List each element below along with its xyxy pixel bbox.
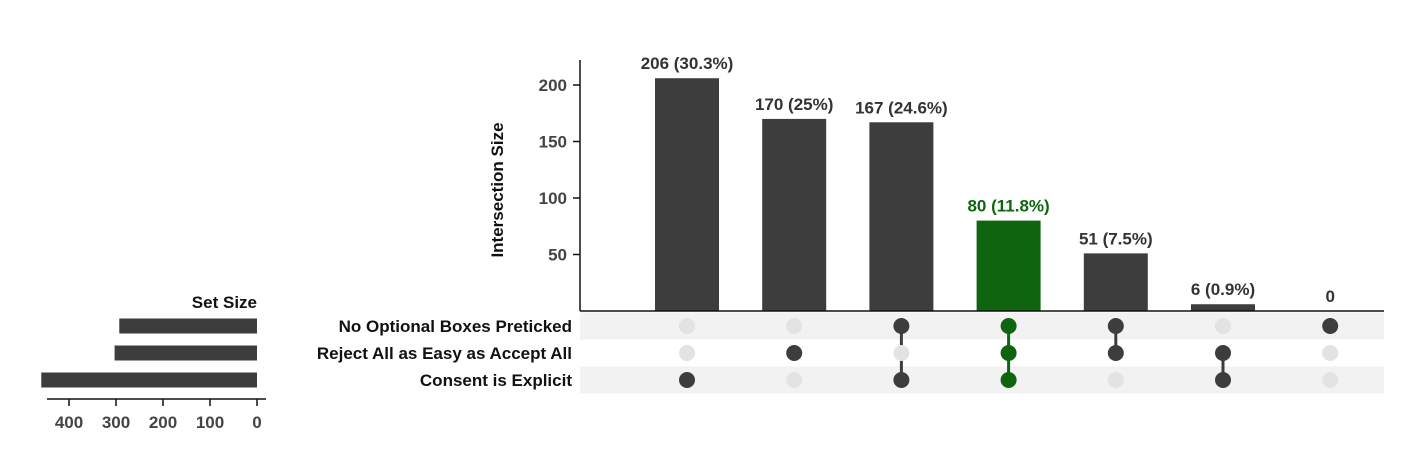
matrix-dot-active — [1107, 318, 1124, 334]
set-size-tick-label: 400 — [55, 413, 83, 432]
intersection-bar — [655, 78, 719, 311]
set-size-axis: 400 300 200 100 0 — [47, 398, 266, 432]
bar-value-label: 51 (7.5%) — [1079, 229, 1153, 248]
bar-value-label: 80 (11.8%) — [967, 197, 1049, 216]
matrix-dot-inactive — [1107, 372, 1124, 388]
matrix-dot-active — [1000, 345, 1017, 361]
intersection-bar — [976, 220, 1041, 311]
set-size-bar — [114, 345, 257, 361]
set-size-tick-label: 0 — [252, 413, 261, 432]
y-axis: 50 100 150 200 — [539, 60, 1384, 312]
matrix-dot-active — [1000, 372, 1017, 388]
matrix-dot-inactive — [1322, 372, 1339, 388]
matrix-dot-inactive — [679, 345, 695, 361]
bar-value-label: 170 (25%) — [755, 95, 833, 114]
bar-value-label: 0 — [1325, 287, 1334, 306]
set-size-bar — [41, 372, 257, 388]
y-axis-title: Intersection Size — [488, 122, 507, 257]
matrix-dot-inactive — [786, 372, 803, 388]
matrix-stripes — [580, 312, 1384, 394]
matrix-dot-inactive — [679, 318, 695, 334]
bar-value-label: 206 (30.3%) — [641, 54, 734, 73]
set-size-bar — [119, 318, 257, 334]
set-name-label: No Optional Boxes Preticked — [339, 317, 572, 336]
intersection-bar — [762, 118, 827, 312]
matrix-dot-inactive — [786, 318, 803, 334]
set-size-bars — [41, 318, 257, 388]
set-size-title: Set Size — [192, 293, 257, 312]
set-name-label: Reject All as Easy as Accept All — [317, 344, 572, 363]
matrix-dot-active — [1215, 372, 1231, 388]
matrix-dot-active — [893, 372, 910, 388]
set-size-tick-label: 300 — [102, 413, 130, 432]
intersection-bar — [1083, 253, 1148, 311]
bar-value-label: 167 (24.6%) — [855, 98, 948, 117]
matrix-stripe — [580, 312, 1384, 340]
intersection-bars — [655, 78, 1255, 312]
set-size-tick-label: 200 — [149, 413, 177, 432]
y-tick-label: 50 — [548, 246, 567, 265]
membership-matrix — [679, 318, 1339, 388]
matrix-dot-active — [1000, 318, 1017, 334]
bar-value-label: 6 (0.9%) — [1191, 280, 1255, 299]
matrix-dot-active — [1322, 318, 1339, 334]
matrix-dot-active — [1107, 345, 1124, 361]
matrix-dot-active — [1215, 345, 1231, 361]
matrix-dot-active — [679, 372, 695, 388]
matrix-dot-active — [786, 345, 803, 361]
matrix-dot-inactive — [1322, 345, 1339, 361]
matrix-stripe — [580, 366, 1384, 394]
set-size-tick-label: 100 — [196, 413, 224, 432]
y-tick-label: 200 — [539, 76, 567, 95]
intersection-bar — [1191, 304, 1255, 311]
matrix-dot-active — [893, 318, 910, 334]
intersection-bar-labels: 206 (30.3%) 170 (25%) 167 (24.6%) 80 (11.8%… — [641, 54, 1335, 306]
matrix-dot-inactive — [893, 345, 910, 361]
matrix-dot-inactive — [1215, 318, 1231, 334]
y-tick-label: 150 — [539, 133, 567, 152]
y-tick-label: 100 — [539, 189, 567, 208]
set-names: No Optional Boxes Preticked Reject All as… — [317, 317, 572, 390]
set-name-label: Consent is Explicit — [420, 371, 572, 390]
intersection-bar — [869, 122, 934, 311]
